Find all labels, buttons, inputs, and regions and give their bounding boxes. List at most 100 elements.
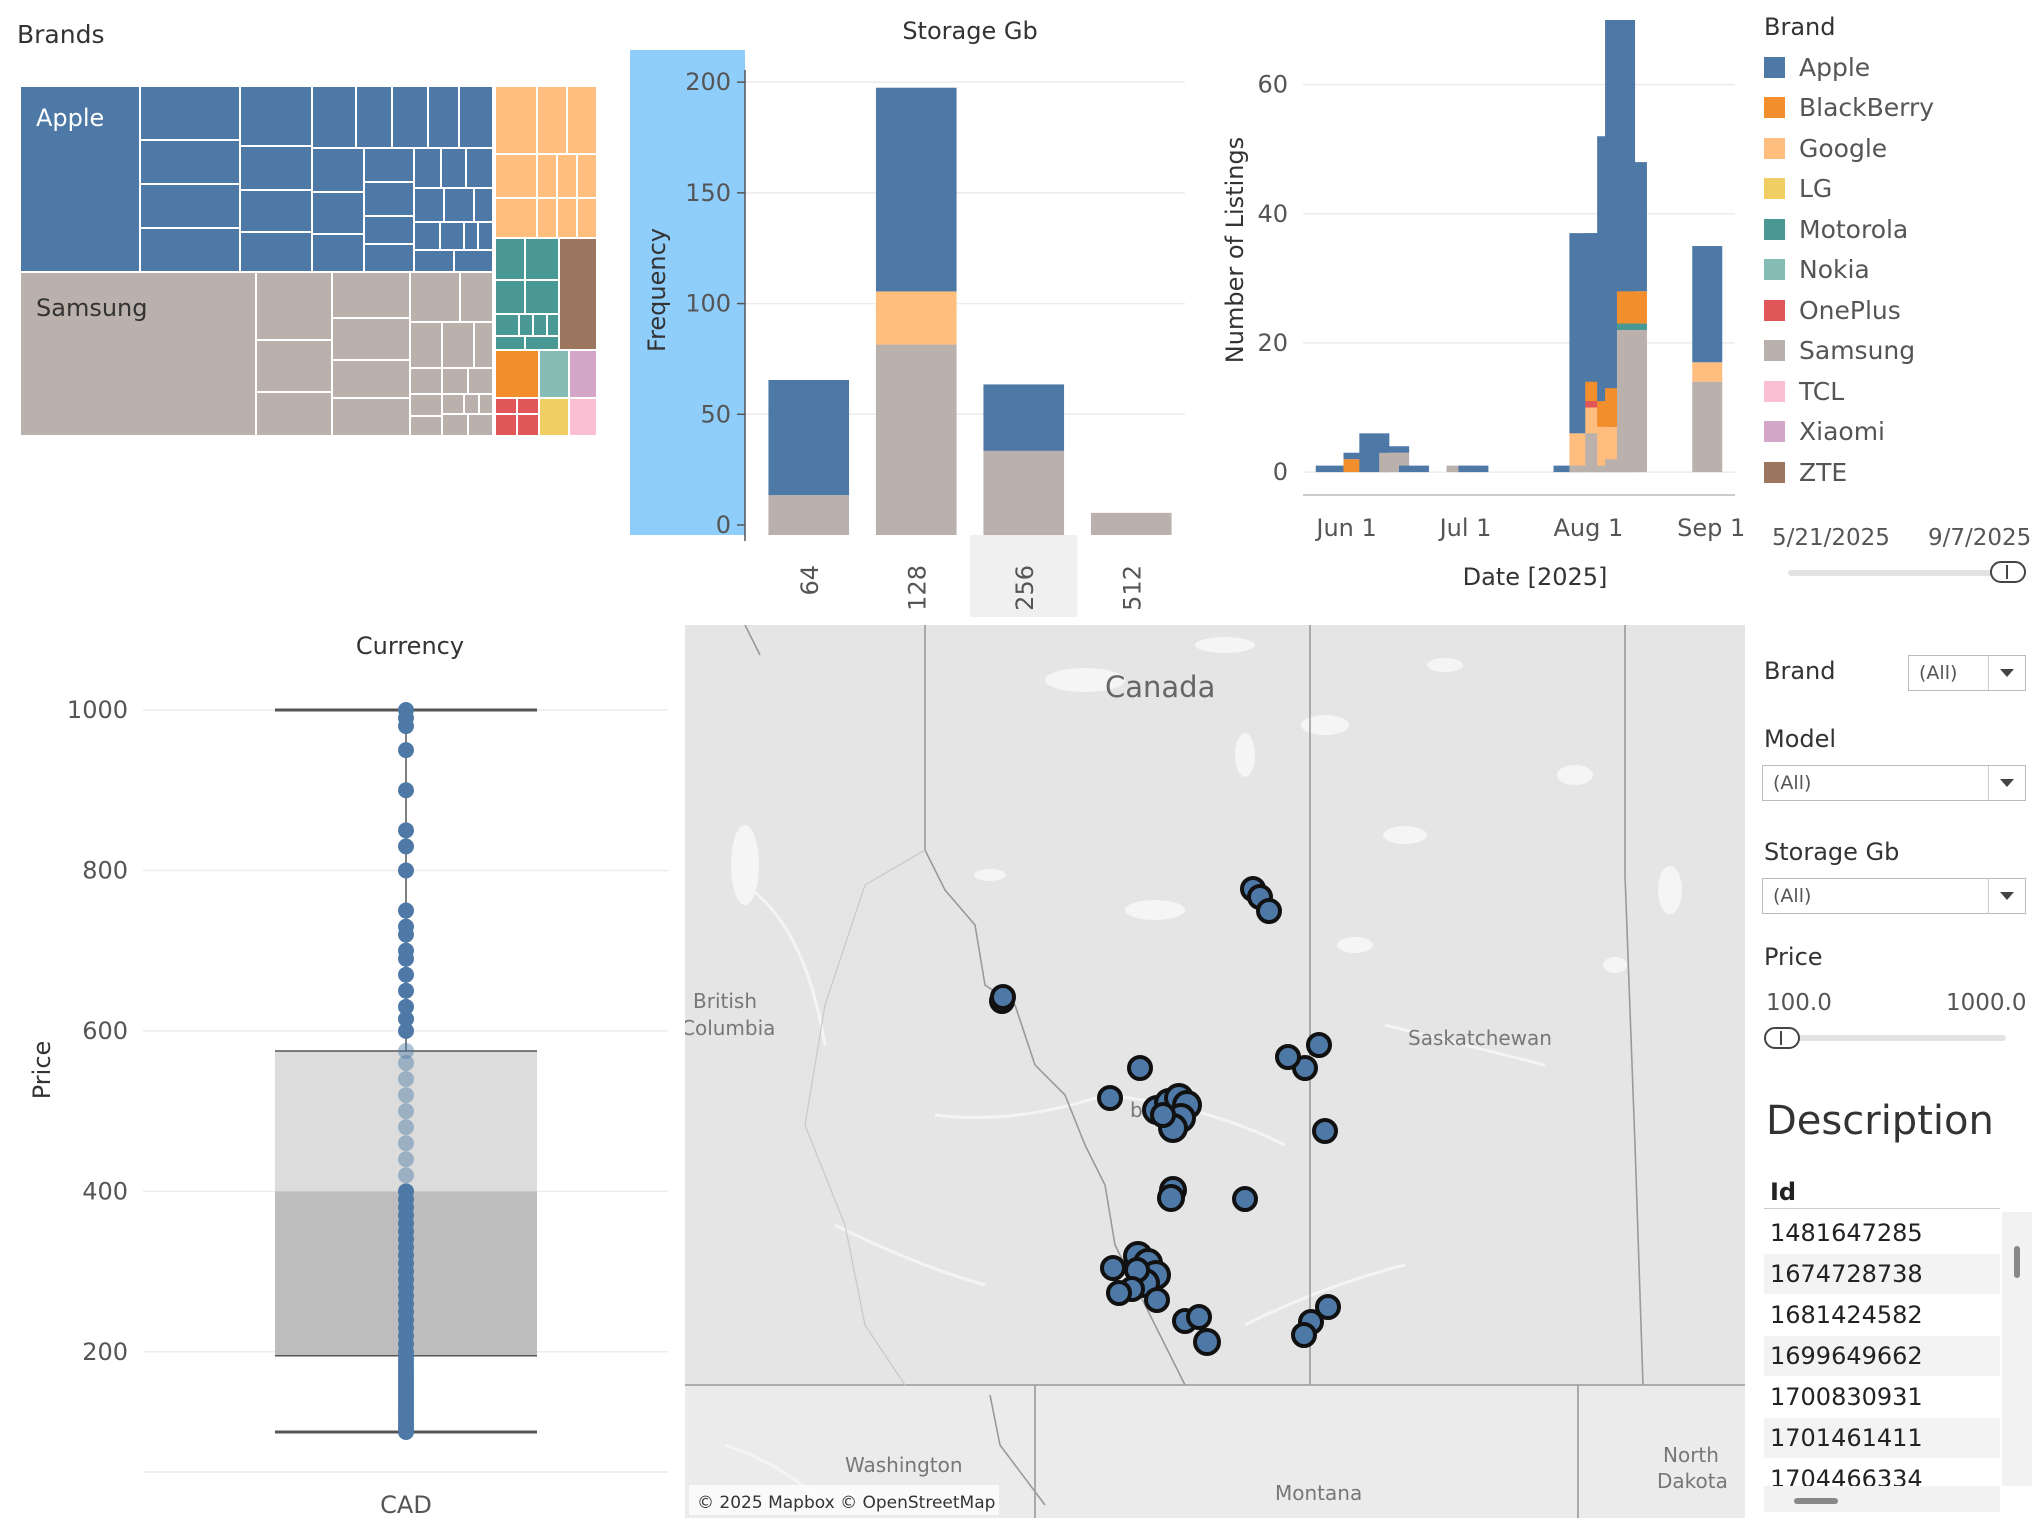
treemap-cell-apple[interactable] xyxy=(139,139,241,185)
legend-item-tcl[interactable]: TCL xyxy=(1764,376,1844,406)
treemap-cell-apple[interactable] xyxy=(391,85,429,149)
treemap-cell-apple[interactable] xyxy=(465,147,494,189)
price-point[interactable] xyxy=(398,902,414,919)
treemap-cell-motorola[interactable] xyxy=(524,279,560,315)
price-point[interactable] xyxy=(398,1167,414,1184)
date-bar-segment-samsung[interactable] xyxy=(1692,381,1723,473)
treemap-cell-samsung[interactable] xyxy=(409,415,443,437)
treemap-cell-zte[interactable] xyxy=(558,237,598,351)
treemap-cell-apple[interactable] xyxy=(239,145,313,191)
price-point[interactable] xyxy=(398,942,414,959)
date-bar-segment-motorola[interactable] xyxy=(1616,323,1647,330)
treemap-cell-apple[interactable] xyxy=(239,189,313,233)
treemap-cell-apple[interactable] xyxy=(443,187,475,223)
x-tick-label[interactable]: 512 xyxy=(1118,565,1146,611)
treemap-cell-google[interactable] xyxy=(494,197,538,239)
treemap-cell-apple[interactable] xyxy=(239,85,313,147)
legend-item-apple[interactable]: Apple xyxy=(1764,52,1870,82)
treemap-cell-apple[interactable] xyxy=(463,221,479,251)
storage-bar-chart[interactable]: 0 50 100 150 200 Frequency 64 128 256 512 xyxy=(620,40,1190,620)
treemap-cell-samsung[interactable] xyxy=(463,393,480,415)
listings-map[interactable]: Canada British Columbia Saskatchewan be … xyxy=(685,625,1745,1518)
treemap-cell-apple[interactable] xyxy=(440,147,467,189)
map-marker[interactable] xyxy=(1144,1287,1170,1313)
treemap-cell-samsung[interactable] xyxy=(473,321,494,369)
treemap-cell-tcl[interactable] xyxy=(568,397,598,437)
map-marker[interactable] xyxy=(1232,1186,1258,1212)
table-row[interactable]: 1699649662 xyxy=(1764,1336,2000,1376)
table-row[interactable]: 1701461411 xyxy=(1764,1418,2000,1458)
treemap-cell-apple[interactable] xyxy=(453,249,494,273)
price-point[interactable] xyxy=(398,1022,414,1039)
map-attribution[interactable]: © 2025 Mapbox © OpenStreetMap xyxy=(697,1493,995,1513)
treemap-cell-apple[interactable] xyxy=(413,249,455,273)
price-point[interactable] xyxy=(398,838,414,855)
table-row[interactable]: 1481647285 xyxy=(1764,1213,2000,1253)
treemap-cell-motorola[interactable] xyxy=(524,237,560,281)
map-marker[interactable] xyxy=(990,984,1016,1010)
treemap-cell-samsung[interactable] xyxy=(255,339,333,393)
bar-segment-samsung[interactable] xyxy=(768,495,850,535)
treemap-cell-motorola[interactable] xyxy=(518,313,534,337)
x-tick-label[interactable]: 128 xyxy=(903,565,931,611)
treemap-cell-samsung[interactable] xyxy=(331,271,411,319)
box-upper-half[interactable] xyxy=(275,1050,537,1192)
legend-item-blackberry[interactable]: BlackBerry xyxy=(1764,93,1934,123)
treemap-cell-google[interactable] xyxy=(556,153,578,199)
map-marker[interactable] xyxy=(1256,898,1282,924)
price-point[interactable] xyxy=(398,1087,414,1104)
treemap-cell-motorola[interactable] xyxy=(494,313,520,337)
treemap-cell-motorola[interactable] xyxy=(494,279,526,315)
treemap-cell-motorola[interactable] xyxy=(494,335,526,351)
treemap-cell-samsung[interactable] xyxy=(331,359,411,399)
date-bar-segment-google[interactable] xyxy=(1692,362,1723,382)
legend-item-samsung[interactable]: Samsung xyxy=(1764,336,1915,366)
date-bar-segment-apple[interactable] xyxy=(1379,446,1410,453)
treemap-cell-apple[interactable] xyxy=(311,191,365,235)
model-filter-dropdown[interactable]: (All) xyxy=(1762,765,2026,801)
chevron-down-icon[interactable] xyxy=(1988,879,2025,913)
price-point[interactable] xyxy=(398,742,414,759)
treemap-cell-apple[interactable] xyxy=(311,233,365,273)
treemap-cell-samsung[interactable] xyxy=(255,271,333,341)
treemap-cell-samsung[interactable] xyxy=(441,413,469,437)
price-point[interactable] xyxy=(398,1010,414,1027)
legend-item-lg[interactable]: LG xyxy=(1764,174,1832,204)
treemap-cell-google[interactable] xyxy=(494,153,538,199)
treemap-cell-samsung[interactable] xyxy=(441,367,469,395)
treemap-cell-google[interactable] xyxy=(536,85,568,155)
price-box-plot[interactable]: 200 400 600 800 1000 Price CAD xyxy=(0,660,680,1530)
table-row[interactable]: 1700830931 xyxy=(1764,1377,2000,1417)
legend-item-zte[interactable]: ZTE xyxy=(1764,457,1847,487)
date-bar-segment-apple[interactable] xyxy=(1458,465,1489,473)
treemap-cell-apple[interactable] xyxy=(458,85,494,149)
price-point[interactable] xyxy=(398,1103,414,1120)
treemap-cell-apple[interactable] xyxy=(413,187,445,223)
treemap-cell-apple[interactable] xyxy=(439,221,465,251)
treemap-cell-google[interactable] xyxy=(556,197,578,239)
treemap-cell-apple[interactable] xyxy=(477,221,494,251)
treemap-cell-apple[interactable] xyxy=(413,147,442,189)
storage-filter-dropdown[interactable]: (All) xyxy=(1762,878,2026,914)
date-range-track[interactable] xyxy=(1788,570,2012,576)
map-marker[interactable] xyxy=(1127,1055,1153,1081)
map-marker[interactable] xyxy=(1315,1294,1341,1320)
price-point[interactable] xyxy=(398,1183,414,1200)
date-bar-segment-apple[interactable] xyxy=(1553,465,1584,473)
x-tick-label[interactable]: 256 xyxy=(1011,565,1039,611)
treemap-cell-apple[interactable] xyxy=(311,147,365,193)
price-point[interactable] xyxy=(398,1071,414,1088)
treemap-cell-samsung[interactable] xyxy=(409,271,461,323)
treemap-cell-samsung[interactable] xyxy=(331,397,411,437)
treemap-cell-apple[interactable] xyxy=(363,181,415,217)
date-bar-segment-blackberry[interactable] xyxy=(1616,291,1647,324)
treemap-cell-apple[interactable] xyxy=(139,183,241,229)
chevron-down-icon[interactable] xyxy=(1988,656,2025,690)
map-marker[interactable] xyxy=(1150,1102,1176,1128)
date-range-handle[interactable] xyxy=(1990,561,2026,583)
legend-item-motorola[interactable]: Motorola xyxy=(1764,214,1908,244)
treemap-cell-samsung[interactable] xyxy=(409,321,443,369)
price-slider-track[interactable] xyxy=(1770,1035,2006,1041)
treemap-cell-apple[interactable] xyxy=(19,85,141,273)
treemap-cell-samsung[interactable] xyxy=(19,271,257,437)
